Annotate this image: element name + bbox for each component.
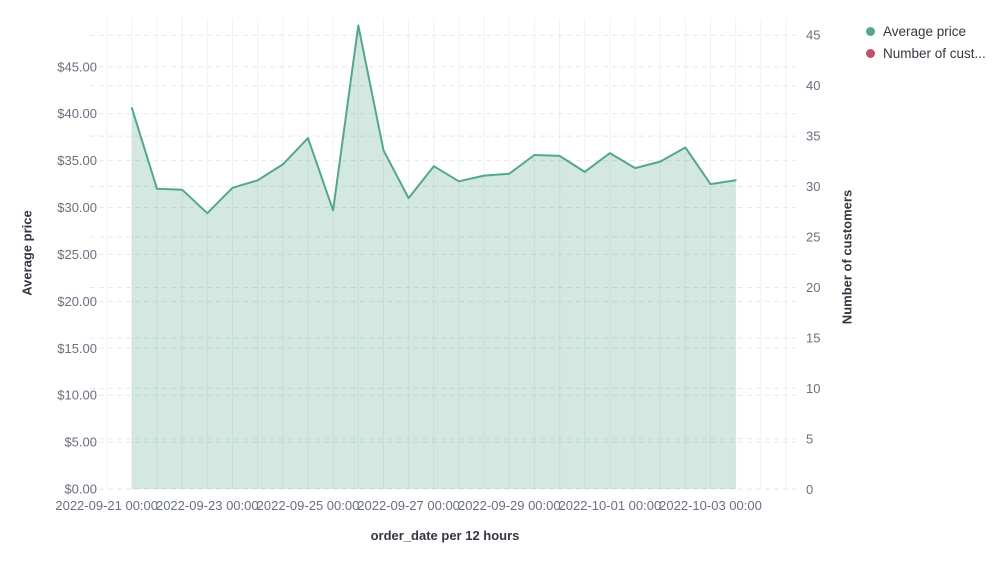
svg-text:$45.00: $45.00 (57, 59, 97, 74)
svg-text:45: 45 (806, 28, 820, 43)
svg-text:15: 15 (806, 330, 820, 345)
svg-text:25: 25 (806, 230, 820, 245)
svg-text:0: 0 (806, 482, 813, 497)
svg-text:$0.00: $0.00 (64, 482, 97, 497)
svg-text:2022-09-27 00:00: 2022-09-27 00:00 (357, 498, 460, 513)
legend-label-average-price: Average price (883, 24, 967, 39)
legend-item-number-of-customers[interactable]: Number of cust... (866, 46, 986, 61)
svg-text:$30.00: $30.00 (57, 200, 97, 215)
svg-text:$10.00: $10.00 (57, 388, 97, 403)
legend-dot-average-price-icon (866, 27, 875, 36)
svg-text:2022-09-29 00:00: 2022-09-29 00:00 (458, 498, 561, 513)
svg-text:5: 5 (806, 431, 813, 446)
svg-text:35: 35 (806, 129, 820, 144)
svg-text:$15.00: $15.00 (57, 341, 97, 356)
legend: Average price Number of cust... (866, 24, 986, 61)
svg-text:20: 20 (806, 280, 820, 295)
svg-text:40: 40 (806, 78, 820, 93)
legend-dot-number-of-customers-icon (866, 49, 875, 58)
legend-item-average-price[interactable]: Average price (866, 24, 986, 39)
svg-text:2022-09-21 00:00: 2022-09-21 00:00 (55, 498, 158, 513)
svg-text:$20.00: $20.00 (57, 294, 97, 309)
x-axis-title: order_date per 12 hours (370, 528, 520, 543)
svg-text:2022-09-23 00:00: 2022-09-23 00:00 (156, 498, 259, 513)
svg-text:$35.00: $35.00 (57, 153, 97, 168)
svg-text:10: 10 (806, 381, 820, 396)
svg-text:30: 30 (806, 179, 820, 194)
svg-text:$25.00: $25.00 (57, 247, 97, 262)
svg-text:$5.00: $5.00 (64, 435, 97, 450)
left-axis-title: Average price (19, 210, 35, 296)
svg-text:2022-10-01 00:00: 2022-10-01 00:00 (559, 498, 662, 513)
right-axis-title: Number of customers (839, 189, 855, 325)
svg-text:2022-10-03 00:00: 2022-10-03 00:00 (659, 498, 762, 513)
svg-text:2022-09-25 00:00: 2022-09-25 00:00 (257, 498, 360, 513)
legend-label-number-of-customers: Number of cust... (883, 46, 986, 61)
svg-text:$40.00: $40.00 (57, 106, 97, 121)
